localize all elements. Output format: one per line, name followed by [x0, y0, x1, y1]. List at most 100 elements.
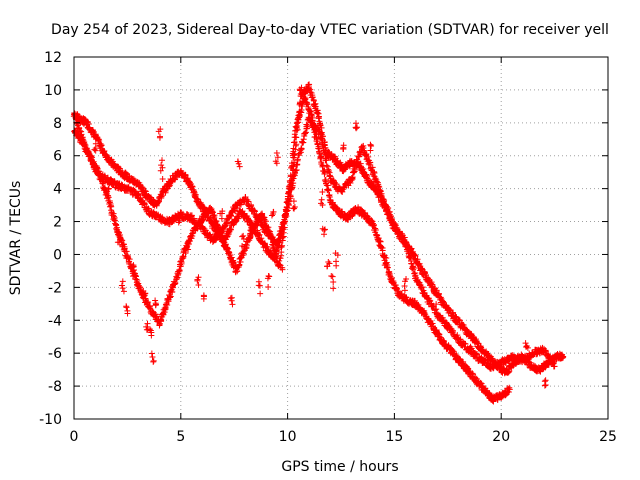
data-point	[289, 182, 296, 189]
data-point	[326, 192, 333, 199]
data-point	[339, 188, 346, 195]
data-point	[169, 218, 176, 225]
data-point	[232, 269, 239, 276]
x-tick-label: 15	[385, 429, 403, 445]
data-point	[156, 322, 163, 329]
data-point	[330, 279, 337, 286]
y-tick-label: -2	[48, 280, 62, 296]
data-point	[172, 279, 179, 286]
data-point	[123, 248, 130, 255]
data-point	[185, 239, 192, 246]
data-point	[353, 125, 360, 132]
data-point	[81, 140, 88, 147]
data-point	[159, 175, 166, 182]
data-point	[124, 310, 131, 317]
data-point	[152, 297, 159, 304]
data-point	[228, 213, 235, 220]
data-point	[75, 120, 82, 127]
data-point	[78, 131, 85, 138]
data-point	[247, 232, 254, 239]
plot-frame	[73, 56, 609, 420]
data-point	[273, 150, 280, 157]
data-point	[489, 397, 496, 404]
data-point	[308, 117, 315, 124]
data-point	[298, 84, 305, 91]
data-point	[385, 205, 392, 212]
data-point	[274, 154, 281, 161]
data-point	[303, 125, 310, 132]
data-point	[90, 159, 97, 166]
data-point	[240, 250, 247, 257]
data-point	[387, 273, 394, 280]
data-point	[318, 200, 325, 207]
data-point	[333, 258, 340, 265]
data-point	[326, 172, 333, 179]
y-tick-label: -8	[48, 379, 62, 395]
data-point	[542, 382, 549, 389]
data-point	[277, 255, 284, 262]
data-point	[502, 359, 509, 366]
data-point	[354, 158, 361, 165]
data-point	[431, 289, 438, 296]
data-point	[302, 130, 309, 137]
data-point	[427, 297, 434, 304]
data-point	[255, 282, 262, 289]
data-point	[290, 205, 297, 212]
data-point	[437, 313, 444, 320]
data-point	[309, 94, 316, 101]
data-point	[367, 141, 374, 148]
data-point	[393, 284, 400, 291]
data-point	[352, 120, 359, 127]
data-point	[116, 239, 123, 246]
data-point	[212, 231, 219, 238]
data-point	[104, 179, 111, 186]
data-point	[79, 134, 86, 141]
data-point	[91, 146, 98, 153]
data-point	[234, 158, 241, 165]
y-tick-label: 12	[44, 50, 62, 66]
data-point	[146, 326, 153, 333]
data-point	[210, 212, 217, 219]
data-point	[158, 162, 165, 169]
data-point	[158, 316, 165, 323]
data-point	[85, 120, 92, 127]
data-point	[236, 163, 243, 170]
y-tick-label: 2	[53, 215, 62, 231]
data-point	[84, 147, 91, 154]
data-point	[305, 114, 312, 121]
data-point	[375, 183, 382, 190]
data-point	[472, 352, 479, 359]
y-tick-label: -10	[39, 412, 62, 428]
y-tick-label: 10	[44, 83, 62, 99]
data-point	[276, 257, 283, 264]
data-point	[142, 188, 149, 195]
data-point	[248, 221, 255, 228]
data-point	[298, 146, 305, 153]
data-point	[98, 142, 105, 149]
data-point	[299, 103, 306, 110]
data-point	[412, 272, 419, 279]
data-point	[354, 124, 361, 131]
data-point	[258, 219, 265, 226]
x-tick-label: 5	[176, 429, 185, 445]
data-point	[319, 189, 326, 196]
data-point	[183, 244, 190, 251]
data-point	[360, 144, 367, 151]
data-point	[272, 158, 279, 165]
data-point	[306, 85, 313, 92]
data-point	[227, 226, 234, 233]
data-point	[76, 124, 83, 131]
chart-title: Day 254 of 2023, Sidereal Day-to-day VTE…	[51, 22, 609, 38]
data-point	[135, 191, 142, 198]
data-point	[130, 267, 137, 274]
data-point	[462, 340, 469, 347]
data-point	[245, 198, 252, 205]
data-point	[312, 133, 319, 140]
data-point	[119, 278, 126, 285]
data-point	[375, 235, 382, 242]
data-point	[119, 285, 126, 292]
axis-ticks: 0 5 10 15 20 25 -10 -8 -6 -4 -2 0 2 4 6 8 10 12	[39, 50, 617, 445]
data-point	[334, 252, 341, 259]
data-point	[229, 301, 236, 308]
